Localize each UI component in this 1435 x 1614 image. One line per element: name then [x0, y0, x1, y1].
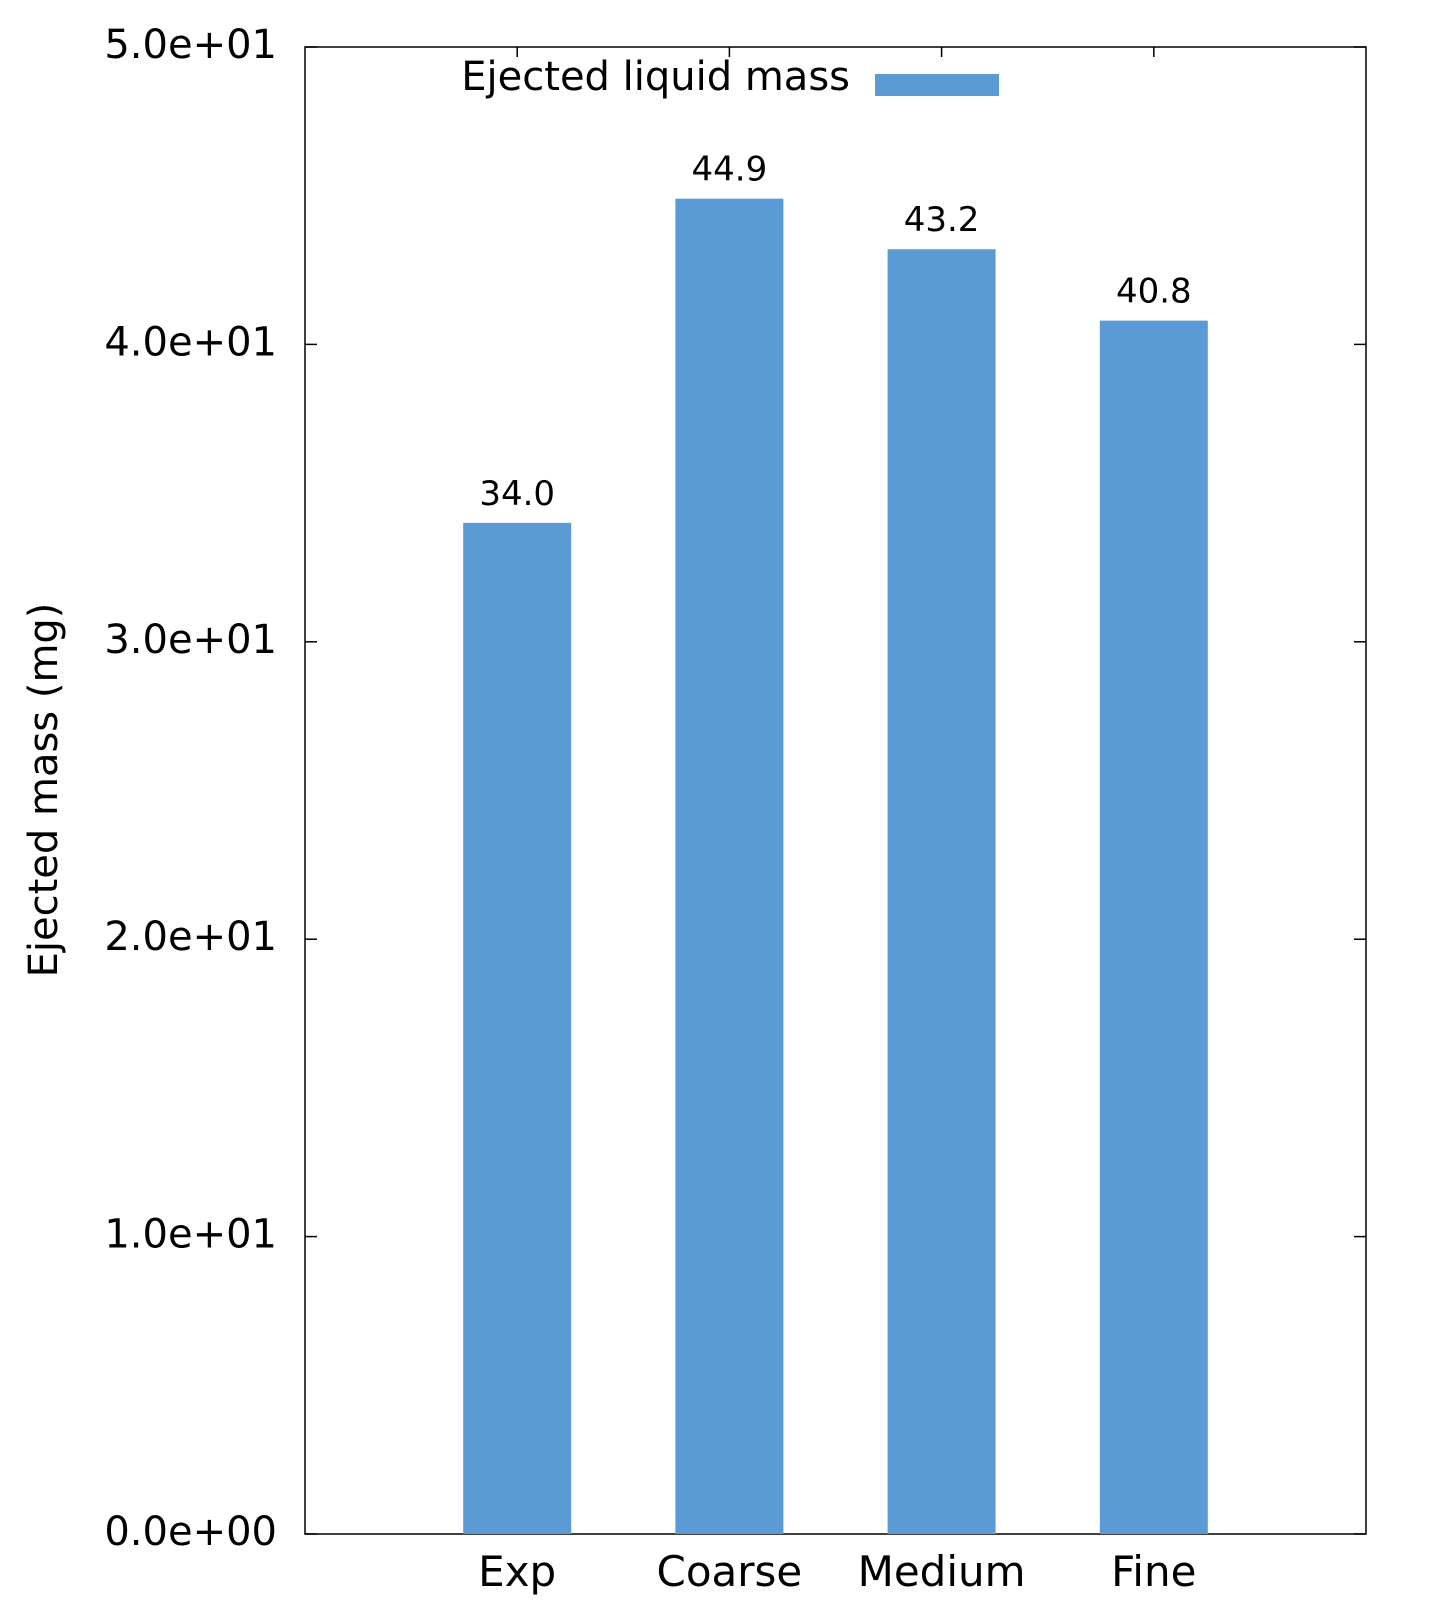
- x-tick-label: Fine: [1111, 1547, 1196, 1596]
- y-axis-title: Ejected mass (mg): [21, 603, 67, 978]
- bar: [1099, 320, 1208, 1534]
- data-label: 44.9: [692, 150, 768, 190]
- plot-frame: [304, 46, 1367, 1535]
- bar: [887, 249, 996, 1535]
- top-axis-ticks: [516, 47, 1155, 57]
- bar: [463, 522, 572, 1534]
- data-labels: 34.0 44.9 43.2 40.8: [479, 150, 1191, 514]
- x-tick-label: Coarse: [657, 1547, 803, 1596]
- data-label: 34.0: [479, 474, 555, 514]
- legend-swatch: [875, 74, 999, 96]
- bars: [463, 198, 1208, 1535]
- y-tick-label: 4.0e+01: [104, 319, 277, 365]
- y-tick-label: 0.0e+00: [104, 1509, 277, 1555]
- x-axis-labels: Exp Coarse Medium Fine: [478, 1547, 1196, 1596]
- y-tick-label: 3.0e+01: [104, 617, 277, 663]
- bar: [675, 198, 784, 1535]
- data-label: 40.8: [1116, 272, 1192, 312]
- y-axis-ticks: 0.0e+00 1.0e+01 2.0e+01 3.0e+01 4.0e+01 5.0e+…: [104, 22, 1366, 1555]
- legend-label: Ejected liquid mass: [461, 54, 850, 100]
- legend: Ejected liquid mass: [461, 54, 999, 100]
- x-tick-label: Medium: [858, 1547, 1026, 1596]
- y-tick-label: 1.0e+01: [104, 1212, 277, 1258]
- x-tick-label: Exp: [478, 1547, 556, 1596]
- y-tick-label: 2.0e+01: [104, 914, 277, 960]
- data-label: 43.2: [904, 200, 980, 240]
- y-tick-label: 5.0e+01: [104, 22, 277, 68]
